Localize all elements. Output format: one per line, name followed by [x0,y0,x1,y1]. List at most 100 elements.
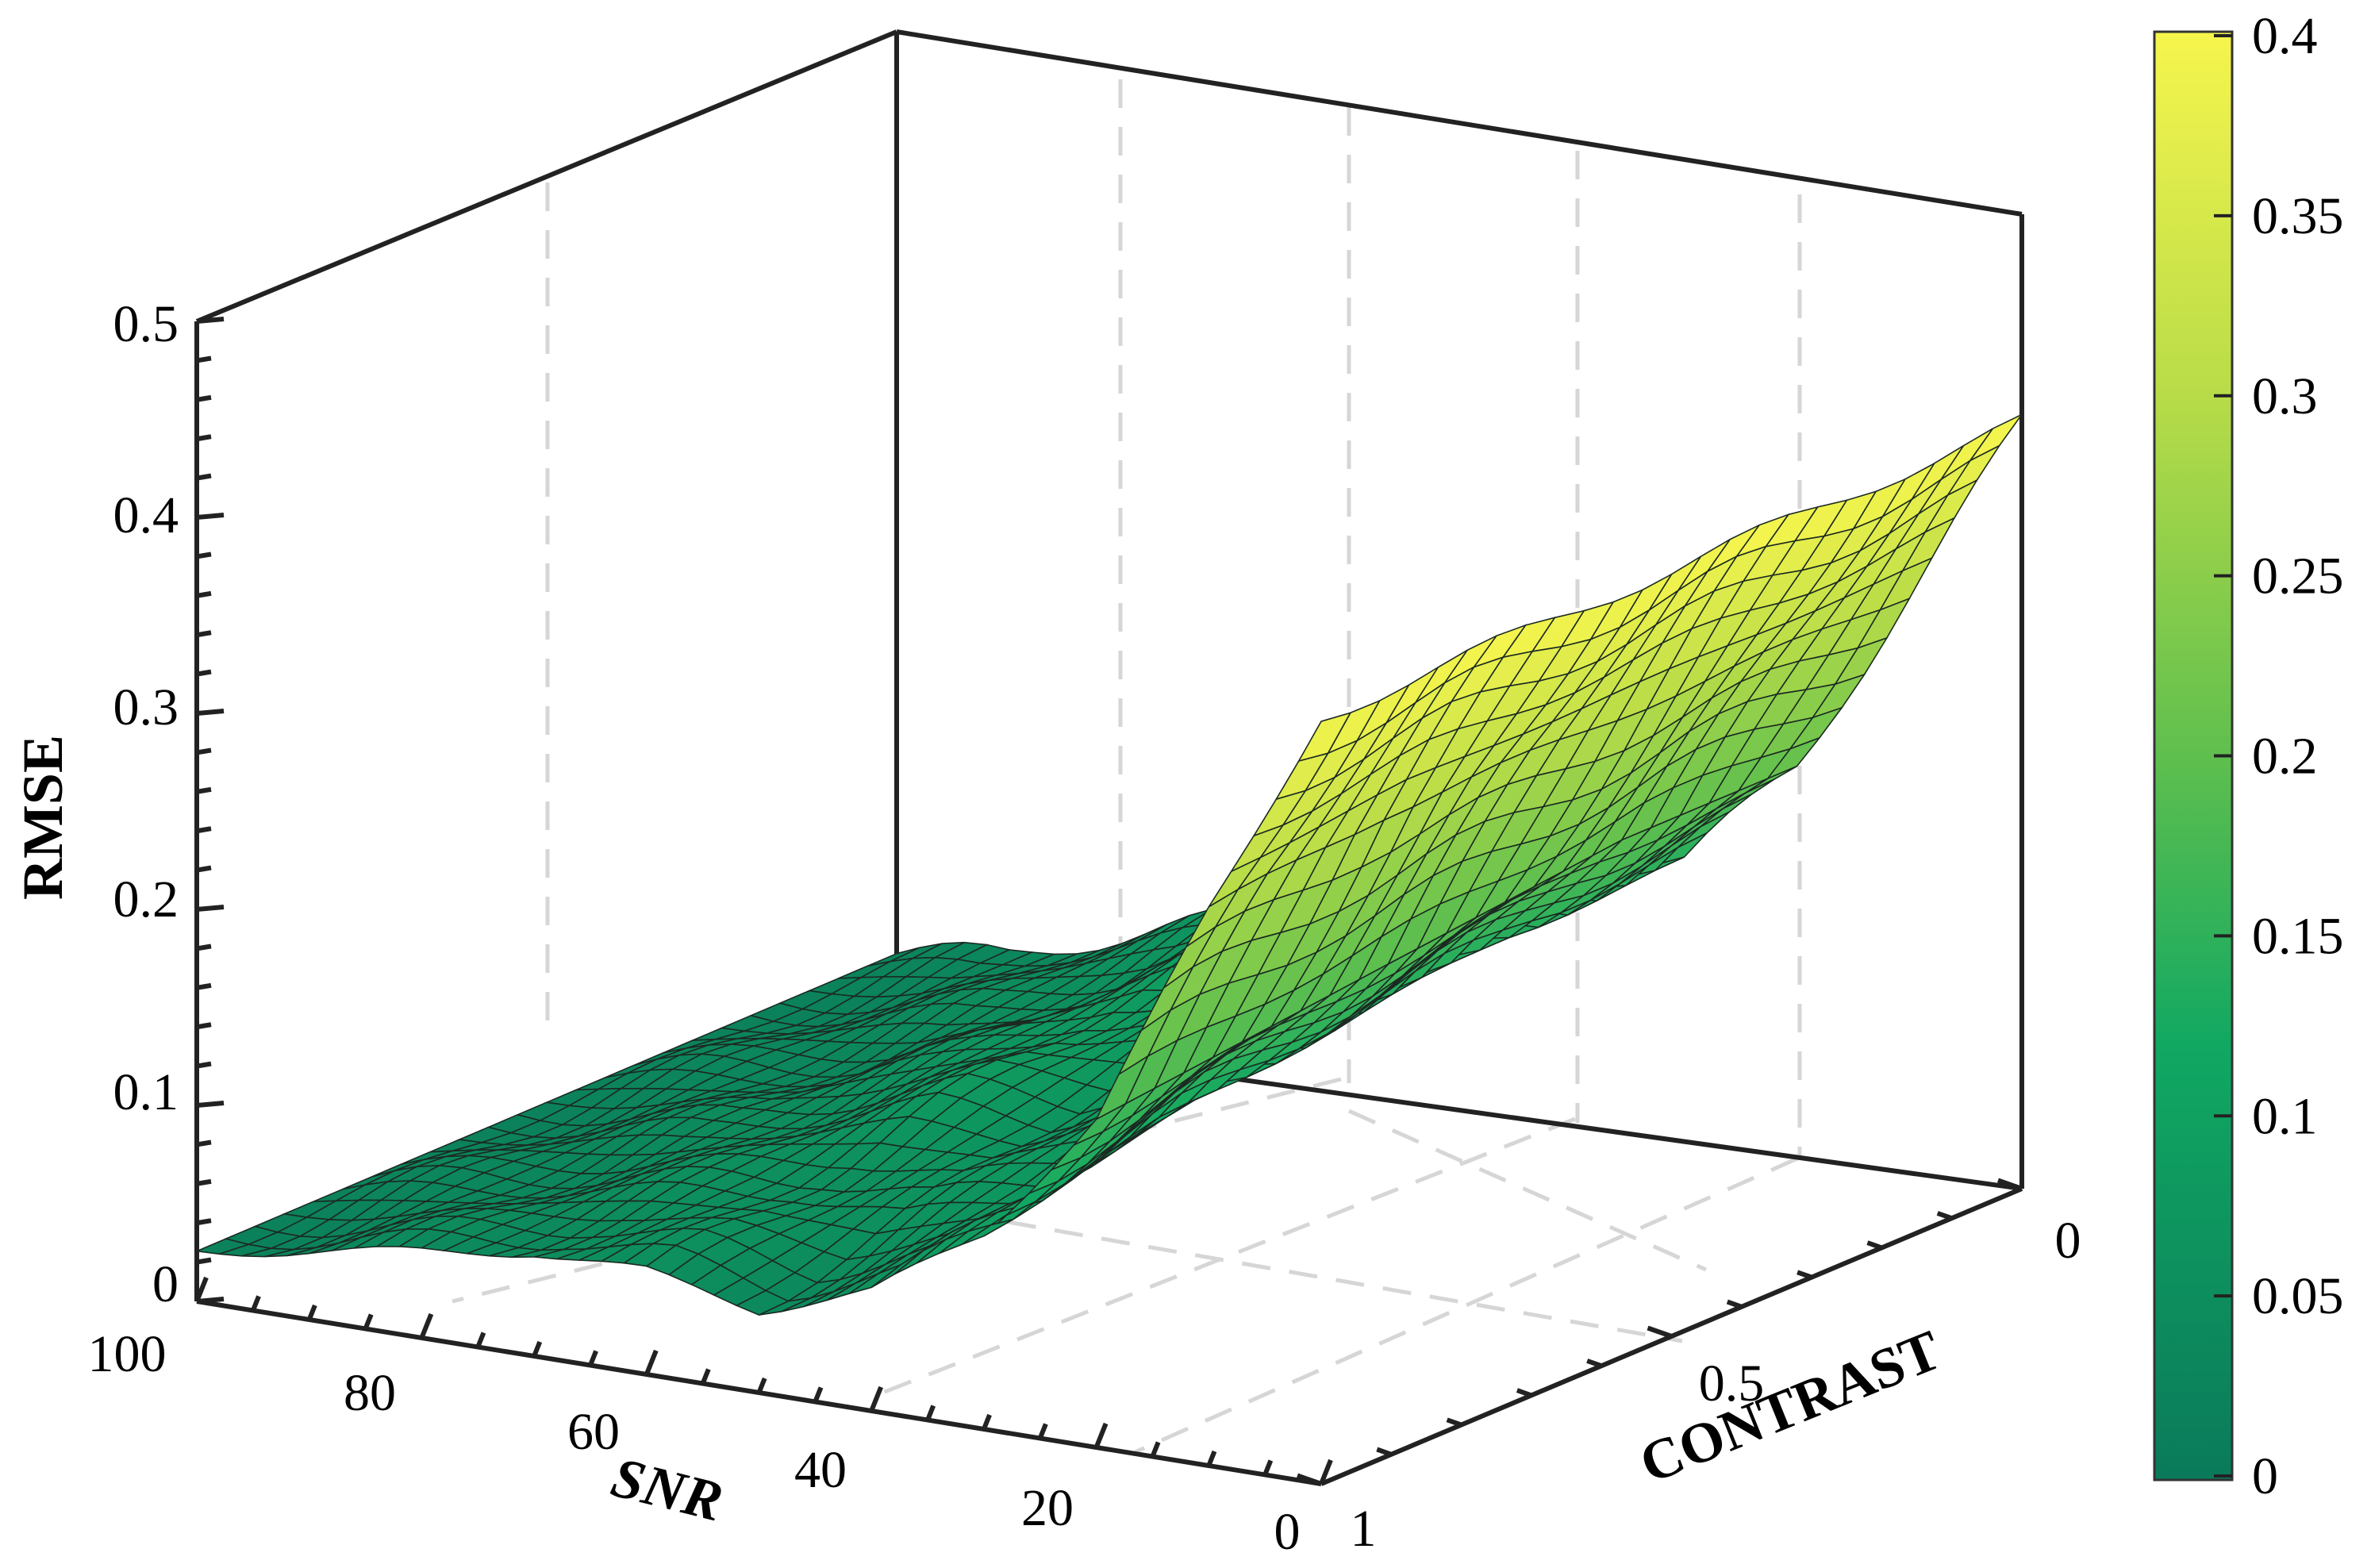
z-tick-label: 0.2 [113,870,179,928]
y-tick [1866,1240,1883,1251]
x-tick [1093,1422,1109,1449]
axis-line [896,29,2023,217]
z-tick [196,982,212,990]
x-tick [588,1350,598,1366]
colorbar: 0 0.05 0.1 0.15 0.2 0.25 0.3 0.35 0.4 [2153,7,2344,1505]
y-tick-label: 0 [2055,1212,2081,1270]
z-tick [196,1257,212,1265]
y-tick [1936,1211,1953,1221]
z-tick [196,786,212,794]
x-tick [1319,1458,1333,1485]
x-tick [419,1312,434,1339]
x-axis-title: SNR [605,1445,728,1534]
x-tick [532,1340,543,1358]
x-tick [925,1405,936,1421]
x-tick [1037,1423,1048,1439]
z-tick [196,1061,212,1069]
colorbar-tick-label: 0 [2252,1447,2278,1505]
colorbar-tick-label: 0.2 [2252,728,2318,786]
z-tick [196,865,212,873]
x-tick [700,1368,711,1385]
z-tick-labels: 0 0.1 0.2 0.3 0.4 0.5 [113,295,179,1313]
y-tick-labels: 0 0.5 1 [1351,1212,2081,1558]
colorbar-tick-label: 0.25 [2252,548,2344,605]
x-tick-labels: 100 80 60 40 20 0 [88,1325,1301,1561]
x-tick [869,1385,883,1412]
grid-line [1347,1109,1708,1272]
colorbar-tick-label: 0.1 [2252,1087,2318,1145]
z-tick [196,1139,212,1147]
x-tick [813,1386,824,1403]
y-tick [1586,1359,1603,1369]
z-tick [196,394,212,402]
colorbar-tick-label: 0.15 [2252,907,2344,965]
z-tick [196,513,225,520]
z-tick [196,669,212,677]
y-tick [1376,1447,1393,1457]
z-tick [196,473,212,481]
grid-lines [452,79,1802,1455]
x-tick [1150,1441,1161,1458]
z-tick [196,747,212,755]
y-tick-label: 1 [1351,1500,1377,1558]
x-tick-label: 20 [1021,1479,1074,1537]
z-tick [196,1022,212,1030]
z-tick-label: 0.3 [113,678,179,736]
z-axis-title: RMSE [11,735,75,900]
x-tick [756,1377,767,1394]
colorbar-tick-label: 0.3 [2252,367,2318,425]
colorbar-tick-label: 0.05 [2252,1267,2344,1325]
y-tick-label: 0.5 [1699,1355,1765,1412]
z-tick [196,1297,225,1304]
z-tick [196,1101,225,1108]
x-tick [1206,1450,1217,1467]
grid-line [452,1077,1342,1304]
z-tick [196,709,225,716]
z-tick [196,590,212,598]
z-tick [196,1178,212,1186]
y-tick [1997,1178,2023,1191]
z-tick [196,434,212,442]
x-tick [475,1332,486,1348]
z-tick [196,551,212,559]
z-tick [196,355,212,363]
colorbar-tick-label: 0.4 [2252,7,2318,65]
y-tick [1516,1388,1532,1398]
x-tick [363,1313,374,1330]
z-tick-label: 0 [152,1255,179,1313]
x-tick [1262,1459,1274,1476]
x-tick-label: 100 [88,1325,167,1383]
y-axis-title: CONTRAST [1631,1318,1950,1496]
x-tick [306,1304,317,1321]
surface-mesh [194,413,2023,1316]
grid-line [1133,1156,1799,1455]
z-tick [196,630,212,638]
z-tick-label: 0.4 [113,486,179,544]
axis-line [195,29,898,324]
surface-patch [194,1238,251,1255]
axis-ticks [194,317,2023,1486]
z-tick-label: 0.5 [113,295,179,353]
x-tick-label: 60 [567,1403,620,1461]
z-tick [196,317,225,324]
z-tick [196,943,212,951]
z-tick [196,826,212,834]
z-tick [196,905,225,912]
y-tick [1297,1473,1322,1486]
x-tick [251,1295,261,1312]
y-tick [1647,1325,1673,1339]
y-tick [1797,1270,1813,1280]
x-tick-label: 0 [1274,1503,1301,1561]
z-tick [196,1218,212,1226]
x-tick-label: 40 [794,1441,847,1499]
grid-line [872,1116,1576,1399]
colorbar-tick-label: 0.35 [2252,187,2344,245]
y-tick [1446,1417,1462,1428]
x-tick-label: 80 [344,1364,396,1422]
z-tick-label: 0.1 [113,1063,179,1121]
x-tick [644,1349,659,1376]
y-tick [1726,1299,1743,1309]
grid-line [1007,1220,1683,1343]
x-tick [194,1276,209,1303]
